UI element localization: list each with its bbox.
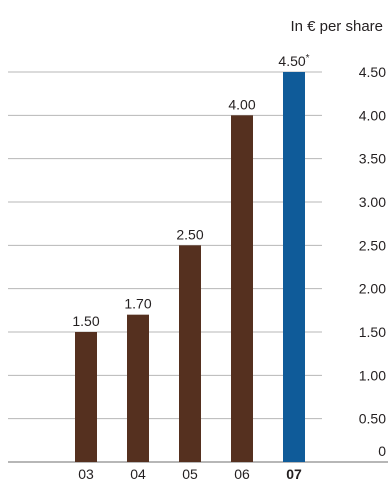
- bar-value-label: 1.50: [72, 313, 99, 329]
- bar: [127, 314, 149, 462]
- y-tick-label: 0: [378, 443, 386, 459]
- x-tick-label: 06: [234, 466, 250, 482]
- y-tick-label: 0.50: [359, 411, 386, 427]
- y-tick-label: 2.00: [359, 281, 386, 297]
- y-tick-label: 3.00: [359, 194, 386, 210]
- x-tick-label: 05: [182, 466, 198, 482]
- y-tick-label: 4.50: [359, 64, 386, 80]
- bar-value-label: 4.50*: [278, 53, 309, 69]
- bar-value-label: 4.00: [228, 96, 255, 112]
- x-tick-label: 03: [78, 466, 94, 482]
- bar: [283, 72, 305, 462]
- unit-label: In € per share: [290, 18, 383, 35]
- bar-value-label: 2.50: [176, 226, 203, 242]
- bar: [179, 245, 201, 462]
- y-tick-label: 4.00: [359, 107, 386, 123]
- footnote-asterisk: *: [306, 53, 310, 64]
- bar: [75, 332, 97, 462]
- y-tick-label: 2.50: [359, 237, 386, 253]
- y-tick-label: 1.50: [359, 324, 386, 340]
- y-tick-label: 1.00: [359, 367, 386, 383]
- bar-value-label: 1.70: [124, 296, 151, 312]
- x-tick-label: 04: [130, 466, 146, 482]
- bar: [231, 115, 253, 462]
- x-tick-label: 07: [286, 466, 302, 482]
- y-tick-label: 3.50: [359, 151, 386, 167]
